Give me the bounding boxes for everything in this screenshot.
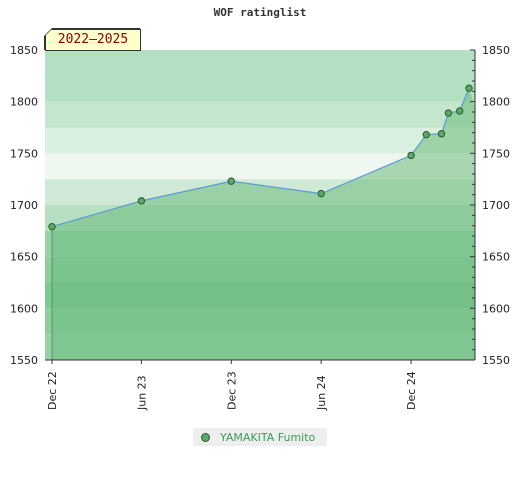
x-tick-label: Dec 24 [405,371,418,410]
y-tick-label-right: 1750 [482,147,510,160]
y-tick-label-right: 1600 [482,302,510,315]
y-tick-label-left: 1550 [10,354,38,367]
legend[interactable]: YAMAKITA Fumito [193,428,327,446]
data-point [465,84,473,92]
y-tick-label-left: 1700 [10,199,38,212]
x-tick-label: Dec 22 [46,371,59,410]
y-tick-label-left: 1650 [10,251,38,264]
background-band [45,127,475,154]
rating-area [52,88,475,360]
x-tick-label: Dec 23 [225,371,238,410]
background-band [45,75,475,102]
data-point [455,107,464,115]
y-tick-label-right: 1850 [482,44,510,57]
data-point [137,197,146,205]
y-tick-label-right: 1800 [482,96,510,109]
data-point [444,109,453,117]
data-point [422,131,430,139]
chart-title: WOF ratinglist [213,6,307,19]
data-point [437,130,446,138]
legend-marker-icon [201,432,210,442]
background-band [45,101,475,128]
y-tick-label-left: 1850 [10,44,38,57]
y-tick-label-left: 1800 [10,96,38,109]
y-tick-label-right: 1700 [482,199,510,212]
y-tick-label-right: 1650 [482,251,510,264]
legend-label: YAMAKITA Fumito [220,430,316,444]
y-tick-label-left: 1750 [10,147,38,160]
data-point [48,223,56,231]
period-badge: 2022–2025 [45,29,141,51]
background-band [45,50,475,76]
y-tick-label-left: 1600 [10,302,38,315]
data-point [407,151,415,160]
x-tick-label: Jun 23 [135,375,148,411]
data-point [227,177,235,185]
rating-line [51,88,470,228]
x-tick-label: Jun 24 [315,375,328,411]
y-tick-label-right: 1550 [482,354,510,367]
data-point [317,189,325,198]
